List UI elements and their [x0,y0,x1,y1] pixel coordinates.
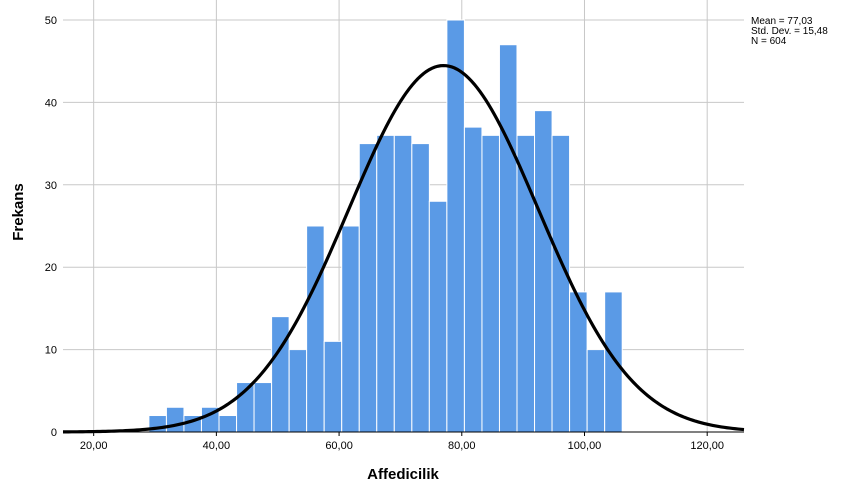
x-axis-ticks: 20,00 40,00 60,00 80,00 100,00 120,00 [80,432,724,452]
y-tick-label: 50 [45,15,57,27]
histogram-bar [534,110,553,433]
histogram-bar [306,225,325,433]
x-tick-label: 40,00 [203,440,231,452]
stats-n: N = 604 [751,36,787,47]
histogram-bar [218,415,238,433]
histogram-bar [411,143,430,433]
x-tick-label: 60,00 [325,440,353,452]
histogram-bars [148,19,623,433]
histogram-bar [323,340,343,433]
histogram-bar [604,291,623,433]
histogram-bar [271,316,290,433]
stats-legend: Mean = 77,03 Std. Dev. = 15,48 N = 604 [751,17,828,47]
histogram-bar [463,126,483,433]
y-tick-label: 10 [45,345,57,357]
histogram-bar [165,406,185,433]
stats-std-dev: Std. Dev. = 15,48 [751,26,828,37]
histogram-bar [288,349,308,433]
histogram-bar [498,44,518,433]
y-axis-title: Frekans [10,183,27,241]
y-tick-label: 20 [45,262,57,274]
y-tick-label: 30 [45,180,57,192]
histogram-bar [446,19,465,433]
normal-curve [62,63,745,434]
y-tick-label: 40 [45,97,57,109]
x-tick-label: 20,00 [80,440,108,452]
x-tick-label: 80,00 [448,440,476,452]
y-axis-ticks: 0 10 20 30 40 50 [45,15,57,439]
x-tick-label: 100,00 [568,440,602,452]
histogram-bar [551,134,571,433]
histogram-bar [481,134,500,433]
x-tick-label: 120,00 [690,440,724,452]
histogram-bar [358,143,378,433]
histogram-bar [586,349,606,433]
histogram-bar [341,225,360,433]
histogram-bar [376,134,395,433]
histogram-bar [393,134,413,433]
stats-mean: Mean = 77,03 [751,16,813,27]
histogram-bar [253,382,273,433]
x-axis-title: Affedicilik [367,466,439,483]
histogram-bar [428,200,448,433]
y-tick-label: 0 [51,427,57,439]
